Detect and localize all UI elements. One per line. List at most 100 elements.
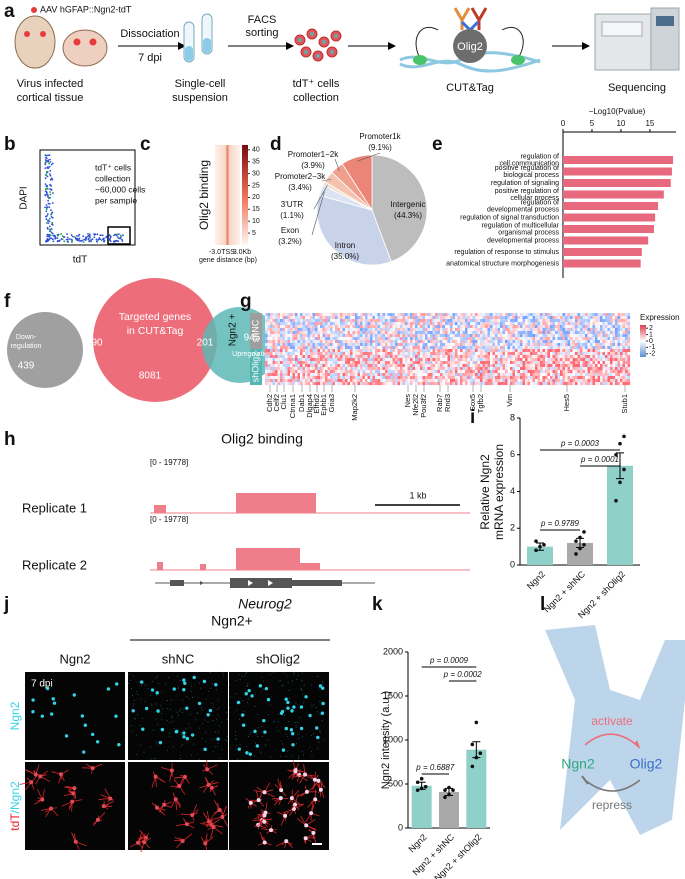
heat-cell <box>315 367 318 371</box>
heat-cell <box>567 364 571 368</box>
heat-cell <box>550 346 553 350</box>
heat-cell <box>425 322 428 326</box>
heat-cell <box>437 382 441 386</box>
heat-cell <box>265 316 268 320</box>
heat-cell <box>505 370 508 374</box>
event-dot <box>58 240 61 243</box>
heat-cell <box>507 319 511 323</box>
heat-cell <box>615 322 618 326</box>
speckle <box>270 704 271 706</box>
heat-cell <box>537 355 541 359</box>
heat-cell <box>565 343 568 347</box>
heat-cell <box>525 355 528 359</box>
heat-cell <box>497 313 501 317</box>
heat-cell <box>435 367 438 371</box>
heat-cell <box>472 370 476 374</box>
heat-cell <box>540 358 543 362</box>
event-dot <box>82 241 85 243</box>
heat-cell <box>392 343 396 347</box>
heat-cell <box>532 343 536 347</box>
heat-cell <box>560 343 563 347</box>
heat-cell <box>447 379 451 383</box>
tick-label: 30 <box>252 170 260 177</box>
data-point <box>443 795 447 799</box>
heat-cell <box>340 355 343 359</box>
nucleus <box>284 697 288 701</box>
heat-cell <box>277 328 281 332</box>
cell-body <box>206 782 211 787</box>
event-dot <box>45 154 48 157</box>
speckle <box>239 697 241 699</box>
heat-cell <box>357 382 361 386</box>
tick-label: 6 <box>510 449 515 459</box>
heat-cell <box>492 343 496 347</box>
heat-cell <box>265 358 268 362</box>
heat-cell <box>540 367 543 371</box>
nucleus <box>183 681 187 685</box>
heat-cell <box>580 373 583 377</box>
heat-cell <box>460 337 463 341</box>
heat-cell <box>482 316 486 320</box>
heat-cell <box>402 325 406 329</box>
heat-cell <box>267 328 271 332</box>
heat-cell <box>405 316 408 320</box>
heat-cell <box>352 364 356 368</box>
heat-cell <box>607 316 611 320</box>
heat-cell <box>350 334 353 338</box>
heat-cell <box>340 349 343 353</box>
heat-cell <box>425 325 428 329</box>
heat-cell <box>422 328 426 332</box>
heat-cell <box>525 322 528 326</box>
heat-cell <box>487 325 491 329</box>
heat-cell <box>367 382 371 386</box>
heat-cell <box>567 328 571 332</box>
heat-cell <box>410 346 413 350</box>
nucleus <box>286 700 290 705</box>
nucleus <box>131 709 135 713</box>
heat-cell <box>597 370 601 374</box>
heat-cell <box>527 340 531 344</box>
speckle <box>133 718 135 719</box>
heat-cell <box>277 337 281 341</box>
heat-cell <box>380 382 383 386</box>
heat-cell <box>302 370 306 374</box>
heat-cell <box>372 328 376 332</box>
heat-cell <box>572 337 576 341</box>
heat-cell <box>617 331 621 335</box>
heat-cell <box>505 328 508 332</box>
heat-cell <box>525 334 528 338</box>
heat-cell <box>565 337 568 341</box>
group-box <box>250 313 262 349</box>
heat-cell <box>615 328 618 332</box>
heat-cell <box>387 355 391 359</box>
heat-cell <box>355 319 358 323</box>
heat-cell <box>277 361 281 365</box>
data-point <box>470 764 475 769</box>
speckle <box>157 724 159 726</box>
heat-cell <box>475 337 478 341</box>
heat-cell <box>537 352 541 356</box>
heat-cell <box>450 376 453 380</box>
heat-cell <box>367 358 371 362</box>
heat-cell <box>540 316 543 320</box>
heat-cell <box>535 343 538 347</box>
heat-cell <box>295 355 298 359</box>
event-dot <box>49 191 51 193</box>
heat-cell <box>357 346 361 350</box>
heat-cell <box>612 376 616 380</box>
heat-cell <box>317 316 321 320</box>
heat-cell <box>345 355 348 359</box>
heat-cell <box>627 355 631 359</box>
heat-cell <box>625 370 628 374</box>
heat-cell <box>562 322 566 326</box>
heat-cell <box>530 334 533 338</box>
heat-cell <box>462 331 466 335</box>
heat-cell <box>610 346 613 350</box>
heat-cell <box>615 364 618 368</box>
heat-cell <box>482 346 486 350</box>
heat-cell <box>465 355 468 359</box>
heat-cell <box>392 367 396 371</box>
heat-cell <box>295 358 298 362</box>
heat-cell <box>357 373 361 377</box>
heat-cell <box>442 349 446 353</box>
